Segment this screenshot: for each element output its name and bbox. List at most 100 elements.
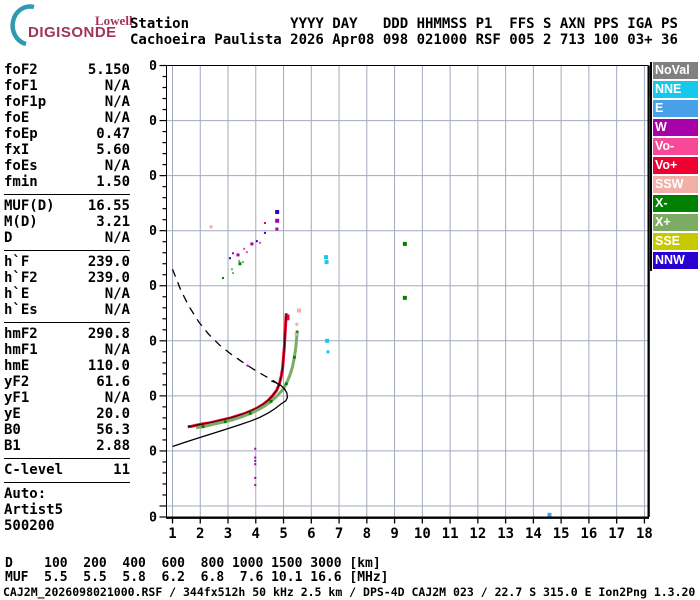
- parameter-row: yF2 61.6: [4, 374, 130, 390]
- parameter-value: N/A: [104, 286, 130, 302]
- parameter-label: M(D): [4, 214, 38, 230]
- brand-digisonde: DIGISONDE: [28, 24, 117, 41]
- x-tick-label: 3: [224, 526, 232, 542]
- parameter-label: h`F: [4, 254, 30, 270]
- parameter-label: C-level: [4, 462, 64, 478]
- parameter-label: D: [4, 230, 13, 246]
- muf-row: MUF 5.5 5.5 5.8 6.2 6.8 7.6 10.1 16.6 [M…: [5, 570, 389, 585]
- parameter-row: foEp 0.47: [4, 126, 130, 142]
- legend-item-nne: NNE: [653, 81, 698, 98]
- x-tick-label: 13: [497, 526, 514, 542]
- legend-item-noval: NoVal: [653, 62, 698, 79]
- parameter-separator: [4, 322, 130, 323]
- header-columns-line: Station YYYY DAY DDD HHMMSS P1 FFS S AXN…: [130, 16, 678, 32]
- parameter-value: 20.0: [96, 406, 130, 422]
- parameter-row: foEs N/A: [4, 158, 130, 174]
- legend-item-x: X-: [653, 195, 698, 212]
- y-tick-label: 700: [150, 168, 157, 184]
- scatter-point: [547, 512, 552, 517]
- scatter-point: [228, 257, 231, 260]
- x-tick-label: 18: [636, 526, 652, 542]
- legend-panel: NoVal NNE E W Vo- Vo+ SSW X- X+ SSE NNW: [650, 62, 698, 271]
- parameter-value: 5.150: [87, 62, 130, 78]
- parameter-row: foE N/A: [4, 110, 130, 126]
- parameter-row: B0 56.3: [4, 422, 130, 438]
- scatter-point: [254, 476, 257, 479]
- parameter-value: N/A: [104, 390, 130, 406]
- scatter-point: [246, 364, 249, 367]
- x-tick-label: 11: [442, 526, 459, 542]
- logo-arc-icon: [10, 4, 35, 47]
- parameter-label: foE: [4, 110, 30, 126]
- x-tick-label: 15: [553, 526, 570, 542]
- parameter-separator: [4, 250, 130, 251]
- scatter-point: [297, 308, 302, 313]
- parameter-value: 110.0: [87, 358, 130, 374]
- parameter-value: 0.47: [96, 126, 130, 142]
- parameter-row: MUF(D) 16.55: [4, 198, 130, 214]
- parameter-row: foF2 5.150: [4, 62, 130, 78]
- parameter-separator: [4, 194, 130, 195]
- parameter-row: foF1p N/A: [4, 94, 130, 110]
- scatter-point: [254, 463, 257, 466]
- legend-item-vo: Vo+: [653, 157, 698, 174]
- scatter-point: [275, 209, 280, 214]
- parameter-label: h`F2: [4, 270, 38, 286]
- parameter-label: Artist5: [4, 502, 64, 518]
- x-tick-label: 7: [335, 526, 343, 542]
- parameter-label: foEs: [4, 158, 38, 174]
- header-station-line: Cachoeira Paulista 2026 Apr08 098 021000…: [130, 32, 678, 48]
- scatter-point: [286, 317, 290, 321]
- parameter-row: Artist5: [4, 502, 130, 518]
- parameter-row: Auto:: [4, 486, 130, 502]
- scatter-point: [236, 253, 240, 257]
- y-tick-label: 600: [150, 223, 157, 239]
- legend-item-vo: Vo-: [653, 138, 698, 155]
- parameter-panel: foF2 5.150 foF1 N/A foF1p N/A foE N/A foEp 0.47 fx…: [4, 62, 130, 534]
- scatter-point: [245, 251, 248, 254]
- O-trace: [187, 313, 288, 429]
- legend-item-e: E: [653, 100, 698, 117]
- scatter-point: [275, 227, 279, 231]
- parameter-value: 239.0: [87, 270, 130, 286]
- x-tick-label: 1: [168, 526, 176, 542]
- scatter-point: [254, 459, 257, 462]
- true-height-profile: [172, 380, 289, 448]
- parameter-row: h`F 239.0: [4, 254, 130, 270]
- x-tick-label: 4: [252, 526, 260, 542]
- scatter-point: [230, 268, 233, 271]
- scatter-point: [222, 277, 225, 280]
- scatter-point: [324, 255, 329, 260]
- parameter-row: yE 20.0: [4, 406, 130, 422]
- scatter-point: [254, 447, 257, 450]
- parameter-row: fmin 1.50: [4, 174, 130, 190]
- scatter-point: [232, 252, 235, 255]
- legend-item-sse: SSE: [653, 233, 698, 250]
- parameter-value: 5.60: [96, 142, 130, 158]
- parameter-value: N/A: [104, 158, 130, 174]
- parameter-value: 290.8: [87, 326, 130, 342]
- parameter-label: hmF2: [4, 326, 38, 342]
- parameter-row: C-level 11: [4, 462, 130, 478]
- y-tick-label: 400: [150, 333, 157, 349]
- parameter-value: N/A: [104, 302, 130, 318]
- parameter-value: N/A: [104, 110, 130, 126]
- X-trace: [195, 330, 299, 430]
- x-tick-label: 16: [580, 526, 597, 542]
- scatter-point: [286, 314, 290, 318]
- y-tick-label: 200: [150, 443, 157, 459]
- parameter-row: 500200: [4, 518, 130, 534]
- parameter-separator: [4, 482, 130, 483]
- parameter-label: B1: [4, 438, 21, 454]
- scatter-point: [232, 272, 235, 275]
- parameter-label: fxI: [4, 142, 30, 158]
- scatter-point: [294, 332, 298, 336]
- x-tick-label: 5: [279, 526, 287, 542]
- parameter-value: N/A: [104, 342, 130, 358]
- legend-item-w: W: [653, 119, 698, 136]
- parameter-label: 500200: [4, 518, 55, 534]
- scatter-point: [254, 484, 257, 487]
- scatter-point: [243, 247, 246, 250]
- parameter-value: 1.50: [96, 174, 130, 190]
- parameter-value: N/A: [104, 94, 130, 110]
